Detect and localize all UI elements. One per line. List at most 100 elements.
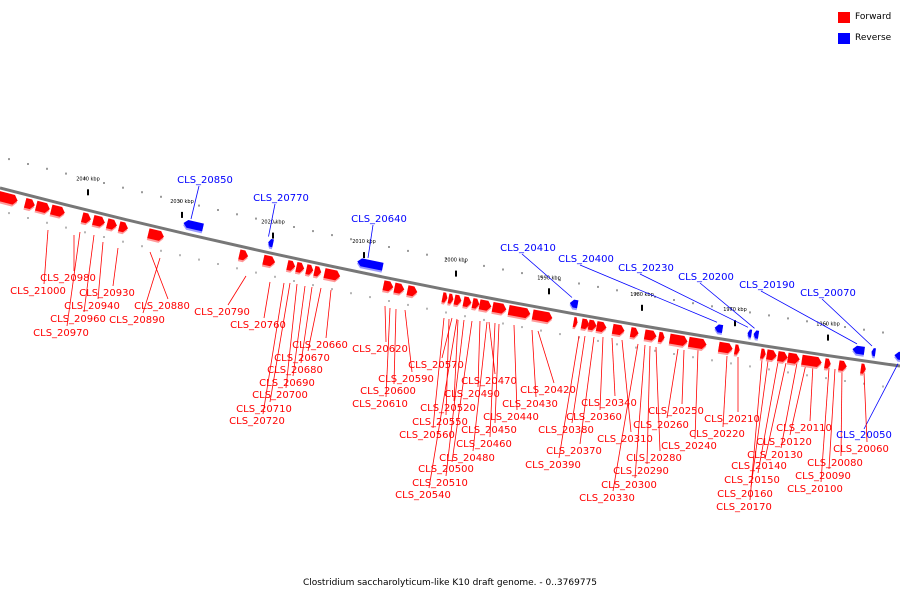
forward-gene (312, 265, 322, 279)
track-dot (559, 279, 561, 282)
forward-gene-label: CLS_20560 (399, 430, 455, 441)
track-dot (578, 282, 580, 285)
track-dot (103, 236, 105, 238)
forward-callout (612, 343, 639, 492)
forward-callout (722, 355, 728, 428)
forward-gene (629, 327, 639, 340)
forward-gene-body (295, 261, 305, 273)
reverse-gene (356, 258, 384, 273)
track-dot (160, 249, 162, 252)
tick-label: 1980 kbp (630, 292, 654, 298)
forward-gene-body (50, 204, 65, 217)
reverse-callout (639, 273, 749, 328)
forward-gene-label: CLS_20480 (439, 453, 495, 464)
forward-gene-label: CLS_20490 (444, 389, 500, 400)
forward-gene-label: CLS_20430 (502, 399, 558, 410)
forward-gene (800, 354, 822, 370)
forward-gene (80, 212, 91, 226)
track-dot (711, 305, 713, 308)
track-dot (369, 296, 371, 299)
forward-gene-body (471, 298, 480, 309)
track-dot (521, 326, 523, 329)
track-dot (426, 307, 428, 310)
track-dot (768, 314, 770, 317)
track-dot (331, 234, 333, 237)
reverse-gene-body (569, 299, 579, 309)
forward-gene-body (147, 228, 164, 241)
forward-gene (453, 294, 462, 308)
legend-forward: Forward (838, 9, 891, 25)
tick-mark (87, 189, 89, 196)
track-dot (255, 217, 257, 220)
reverse-gene-label: CLS_20200 (678, 272, 734, 283)
forward-gene (717, 341, 733, 356)
forward-callout (666, 348, 679, 419)
track-dot (8, 158, 10, 161)
forward-gene-label: CLS_20260 (633, 420, 689, 431)
forward-callout (472, 321, 488, 452)
reverse-gene-label: CLS_20770 (253, 193, 309, 204)
reverse-callout (821, 298, 873, 347)
track-dot (445, 257, 447, 260)
track-dot (46, 167, 48, 170)
track-dot (274, 275, 276, 278)
forward-callout (764, 362, 787, 460)
forward-gene-label: CLS_20370 (546, 446, 602, 457)
reverse-gene (267, 238, 274, 250)
forward-gene-label: CLS_20590 (378, 374, 434, 385)
track-dot (730, 308, 732, 311)
track-dot (863, 382, 865, 385)
tick-label: 1970 kbp (723, 307, 747, 313)
forward-gene-body (860, 363, 866, 374)
tick-mark (641, 304, 643, 311)
forward-callout (451, 320, 473, 463)
forward-gene (105, 218, 117, 232)
forward-gene (531, 309, 553, 325)
forward-gene-label: CLS_20120 (756, 437, 812, 448)
track-dot (844, 380, 846, 382)
forward-gene-label: CLS_20680 (267, 365, 323, 376)
forward-gene (491, 301, 507, 316)
track-dot (863, 328, 865, 331)
track-dot (635, 292, 637, 295)
reverse-callout (699, 282, 755, 329)
forward-gene (447, 293, 454, 306)
forward-callout (300, 286, 313, 364)
forward-gene-label: CLS_20520 (420, 403, 476, 414)
forward-gene-label: CLS_20240 (661, 441, 717, 452)
forward-gene-label: CLS_20280 (626, 453, 682, 464)
forward-callout (655, 346, 661, 452)
forward-callout (112, 247, 119, 287)
forward-callout (558, 335, 580, 459)
forward-gene-body (838, 360, 847, 371)
track-dot (331, 288, 333, 291)
forward-callout (828, 368, 836, 470)
forward-gene-label: CLS_20790 (194, 307, 250, 318)
track-dot (502, 322, 504, 325)
forward-gene-label: CLS_20250 (648, 406, 704, 417)
reverse-callout (268, 203, 276, 237)
tick-mark (272, 232, 274, 239)
track-dot (160, 195, 162, 198)
track-dot (407, 249, 409, 252)
forward-callout (694, 349, 699, 440)
forward-callout (820, 367, 830, 483)
reverse-gene-body (183, 220, 204, 232)
forward-gene-label: CLS_20660 (292, 340, 348, 351)
forward-gene-body (23, 197, 35, 210)
track-dot (388, 246, 390, 248)
forward-gene-body (0, 190, 18, 205)
forward-gene (146, 228, 164, 243)
reverse-gene-label: CLS_20850 (177, 175, 233, 186)
forward-callout (325, 289, 332, 339)
track-dot (179, 200, 181, 203)
forward-gene (304, 264, 314, 277)
reverse-gene (753, 330, 760, 341)
forward-gene-label: CLS_20600 (360, 386, 416, 397)
forward-gene-label: CLS_20150 (724, 475, 780, 486)
forward-callout (393, 308, 397, 385)
forward-gene (611, 323, 625, 338)
forward-callout (385, 307, 391, 398)
reverse-gene-body (747, 329, 753, 338)
reverse-gene (569, 299, 579, 311)
